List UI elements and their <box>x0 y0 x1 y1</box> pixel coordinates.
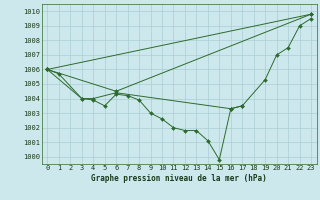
X-axis label: Graphe pression niveau de la mer (hPa): Graphe pression niveau de la mer (hPa) <box>91 174 267 183</box>
